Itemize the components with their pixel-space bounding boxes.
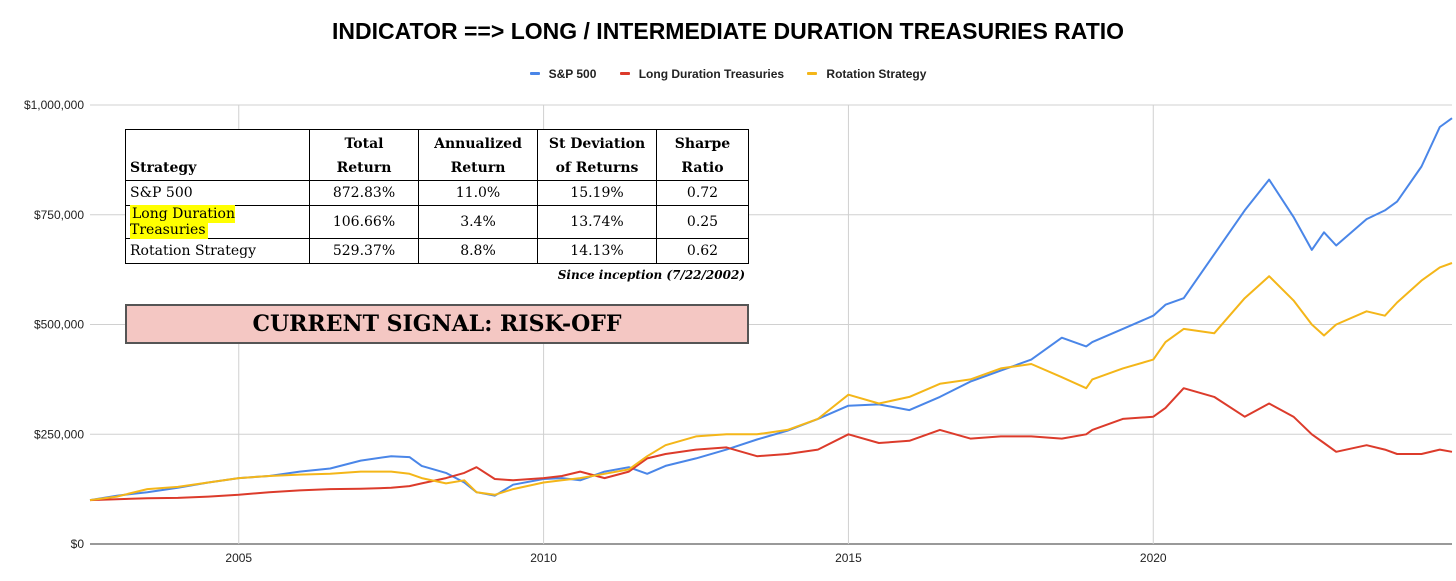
row-name: Long Duration Treasuries (125, 205, 310, 239)
x-tick-label: 2010 (530, 551, 557, 565)
header-st-deviation: St Deviation of Returns (537, 129, 657, 181)
highlighted-row-name: Long Duration Treasuries (130, 205, 235, 239)
series-line-rotation-strategy (89, 262, 1453, 502)
total-return-value: 529.37% (309, 238, 419, 264)
annualized-return-value: 3.4% (418, 205, 538, 239)
y-tick-label: $750,000 (34, 208, 84, 222)
since-inception-note: Since inception (7/22/2002) (125, 264, 749, 286)
st-deviation-value: 15.19% (537, 180, 657, 206)
stats-header-row: Strategy Total Return Annualized Return St… (125, 129, 749, 181)
legend-item-long-duration-treasuries[interactable]: Long Duration Treasuries (619, 66, 785, 81)
table-row: Rotation Strategy 529.37% 8.8% 14.13% 0.… (125, 238, 749, 264)
sharpe-ratio-value: 0.25 (656, 205, 749, 239)
y-tick-label: $0 (71, 537, 85, 551)
row-name: Rotation Strategy (125, 238, 310, 264)
legend-item-sp500[interactable]: S&P 500 (529, 66, 597, 81)
header-total-return: Total Return (309, 129, 419, 181)
st-deviation-value: 13.74% (537, 205, 657, 239)
chart-title: INDICATOR ==> LONG / INTERMEDIATE DURATI… (331, 18, 1125, 44)
series-line-long-duration-treasuries (89, 387, 1453, 502)
annualized-return-value: 8.8% (418, 238, 538, 264)
table-row: Long Duration Treasuries 106.66% 3.4% 13… (125, 205, 749, 239)
y-tick-label: $250,000 (34, 427, 84, 441)
total-return-value: 106.66% (309, 205, 419, 239)
header-annualized-return: Annualized Return (418, 129, 538, 181)
legend-item-rotation-strategy[interactable]: Rotation Strategy (807, 67, 926, 81)
header-strategy: Strategy (125, 129, 310, 181)
total-return-value: 872.83% (309, 180, 419, 206)
sharpe-ratio-value: 0.72 (656, 180, 749, 206)
x-tick-label: 2020 (1140, 551, 1167, 565)
legend-label-rotation-strategy: Rotation Strategy (826, 66, 927, 81)
chart-legend: S&P 500 Long Duration Treasuries Rotatio… (0, 64, 1456, 81)
legend-swatch-sp500 (529, 72, 540, 75)
panel-spacer (125, 286, 749, 304)
x-tick-label: 2005 (225, 551, 252, 565)
current-signal-banner: CURRENT SIGNAL: RISK-OFF (125, 304, 749, 344)
table-row: S&P 500 872.83% 11.0% 15.19% 0.72 (125, 180, 749, 206)
header-sharpe-ratio: Sharpe Ratio (656, 129, 749, 181)
legend-swatch-long-duration-treasuries (619, 72, 630, 75)
legend-label-long-duration-treasuries: Long Duration Treasuries (638, 66, 785, 81)
stats-panel: Strategy Total Return Annualized Return St… (125, 129, 749, 344)
y-tick-label: $1,000,000 (24, 98, 84, 112)
x-tick-label: 2015 (835, 551, 862, 565)
annualized-return-value: 11.0% (418, 180, 538, 206)
stats-table: Strategy Total Return Annualized Return St… (125, 129, 749, 264)
st-deviation-value: 14.13% (537, 238, 657, 264)
y-tick-label: $500,000 (34, 318, 84, 332)
row-name: S&P 500 (125, 180, 310, 206)
legend-label-sp500: S&P 500 (548, 66, 597, 81)
sharpe-ratio-value: 0.62 (656, 238, 749, 264)
legend-swatch-rotation-strategy (807, 72, 818, 75)
